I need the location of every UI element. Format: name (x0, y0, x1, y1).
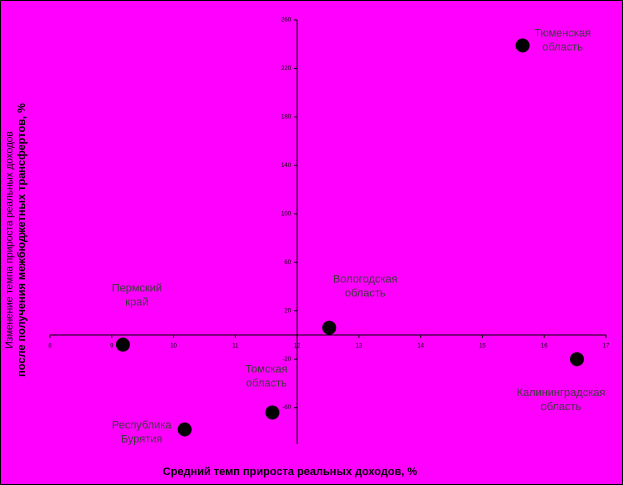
y-tick-label: 140 (281, 163, 292, 169)
y-tick-label: 220 (281, 66, 292, 72)
x-tick-label: 8 (48, 344, 52, 350)
point-label: область (541, 401, 582, 413)
y-tick-label: 100 (281, 211, 292, 217)
x-tick-label: 11 (232, 344, 239, 350)
y-tick-label: 20 (284, 308, 291, 314)
point (322, 320, 337, 335)
x-tick-label: 9 (110, 344, 114, 350)
x-tick-label: 16 (541, 344, 548, 350)
point-label: Томская (245, 363, 287, 375)
point (177, 422, 192, 437)
x-tick-label: 12 (294, 344, 301, 350)
point-label: Тюменская (534, 27, 591, 39)
x-tick-label: 15 (479, 344, 486, 350)
point (569, 352, 584, 367)
x-tick-label: 17 (603, 344, 610, 350)
x-tick-label: 13 (356, 344, 363, 350)
point (515, 38, 530, 53)
point-label: Бурятия (121, 433, 162, 445)
point-label: область (542, 41, 583, 53)
y-axis-label: после получения межбюджетных трансфертов… (16, 103, 28, 377)
y-tick-label: -60 (282, 405, 291, 411)
point-label: Вологодская (333, 274, 398, 286)
y-tick-label: 60 (284, 260, 291, 266)
point-label: область (246, 377, 287, 389)
x-tick-label: 10 (170, 344, 177, 350)
point-label: область (345, 288, 386, 300)
x-tick-label: 14 (417, 344, 424, 350)
point-label: Республика (112, 419, 172, 431)
point-label: Калининградская (517, 387, 606, 399)
y-axis-label: Изменение темпа прироста реальных доходо… (5, 131, 16, 348)
y-tick-label: 180 (281, 114, 292, 120)
point (115, 337, 130, 352)
y-tick-label: 260 (281, 18, 292, 24)
point-label: Пермский (112, 283, 162, 295)
x-axis-label: Средний темп прироста реальных доходов, … (163, 466, 418, 478)
y-tick-label: -20 (282, 357, 291, 363)
point (265, 405, 280, 420)
point-label: край (125, 297, 148, 309)
